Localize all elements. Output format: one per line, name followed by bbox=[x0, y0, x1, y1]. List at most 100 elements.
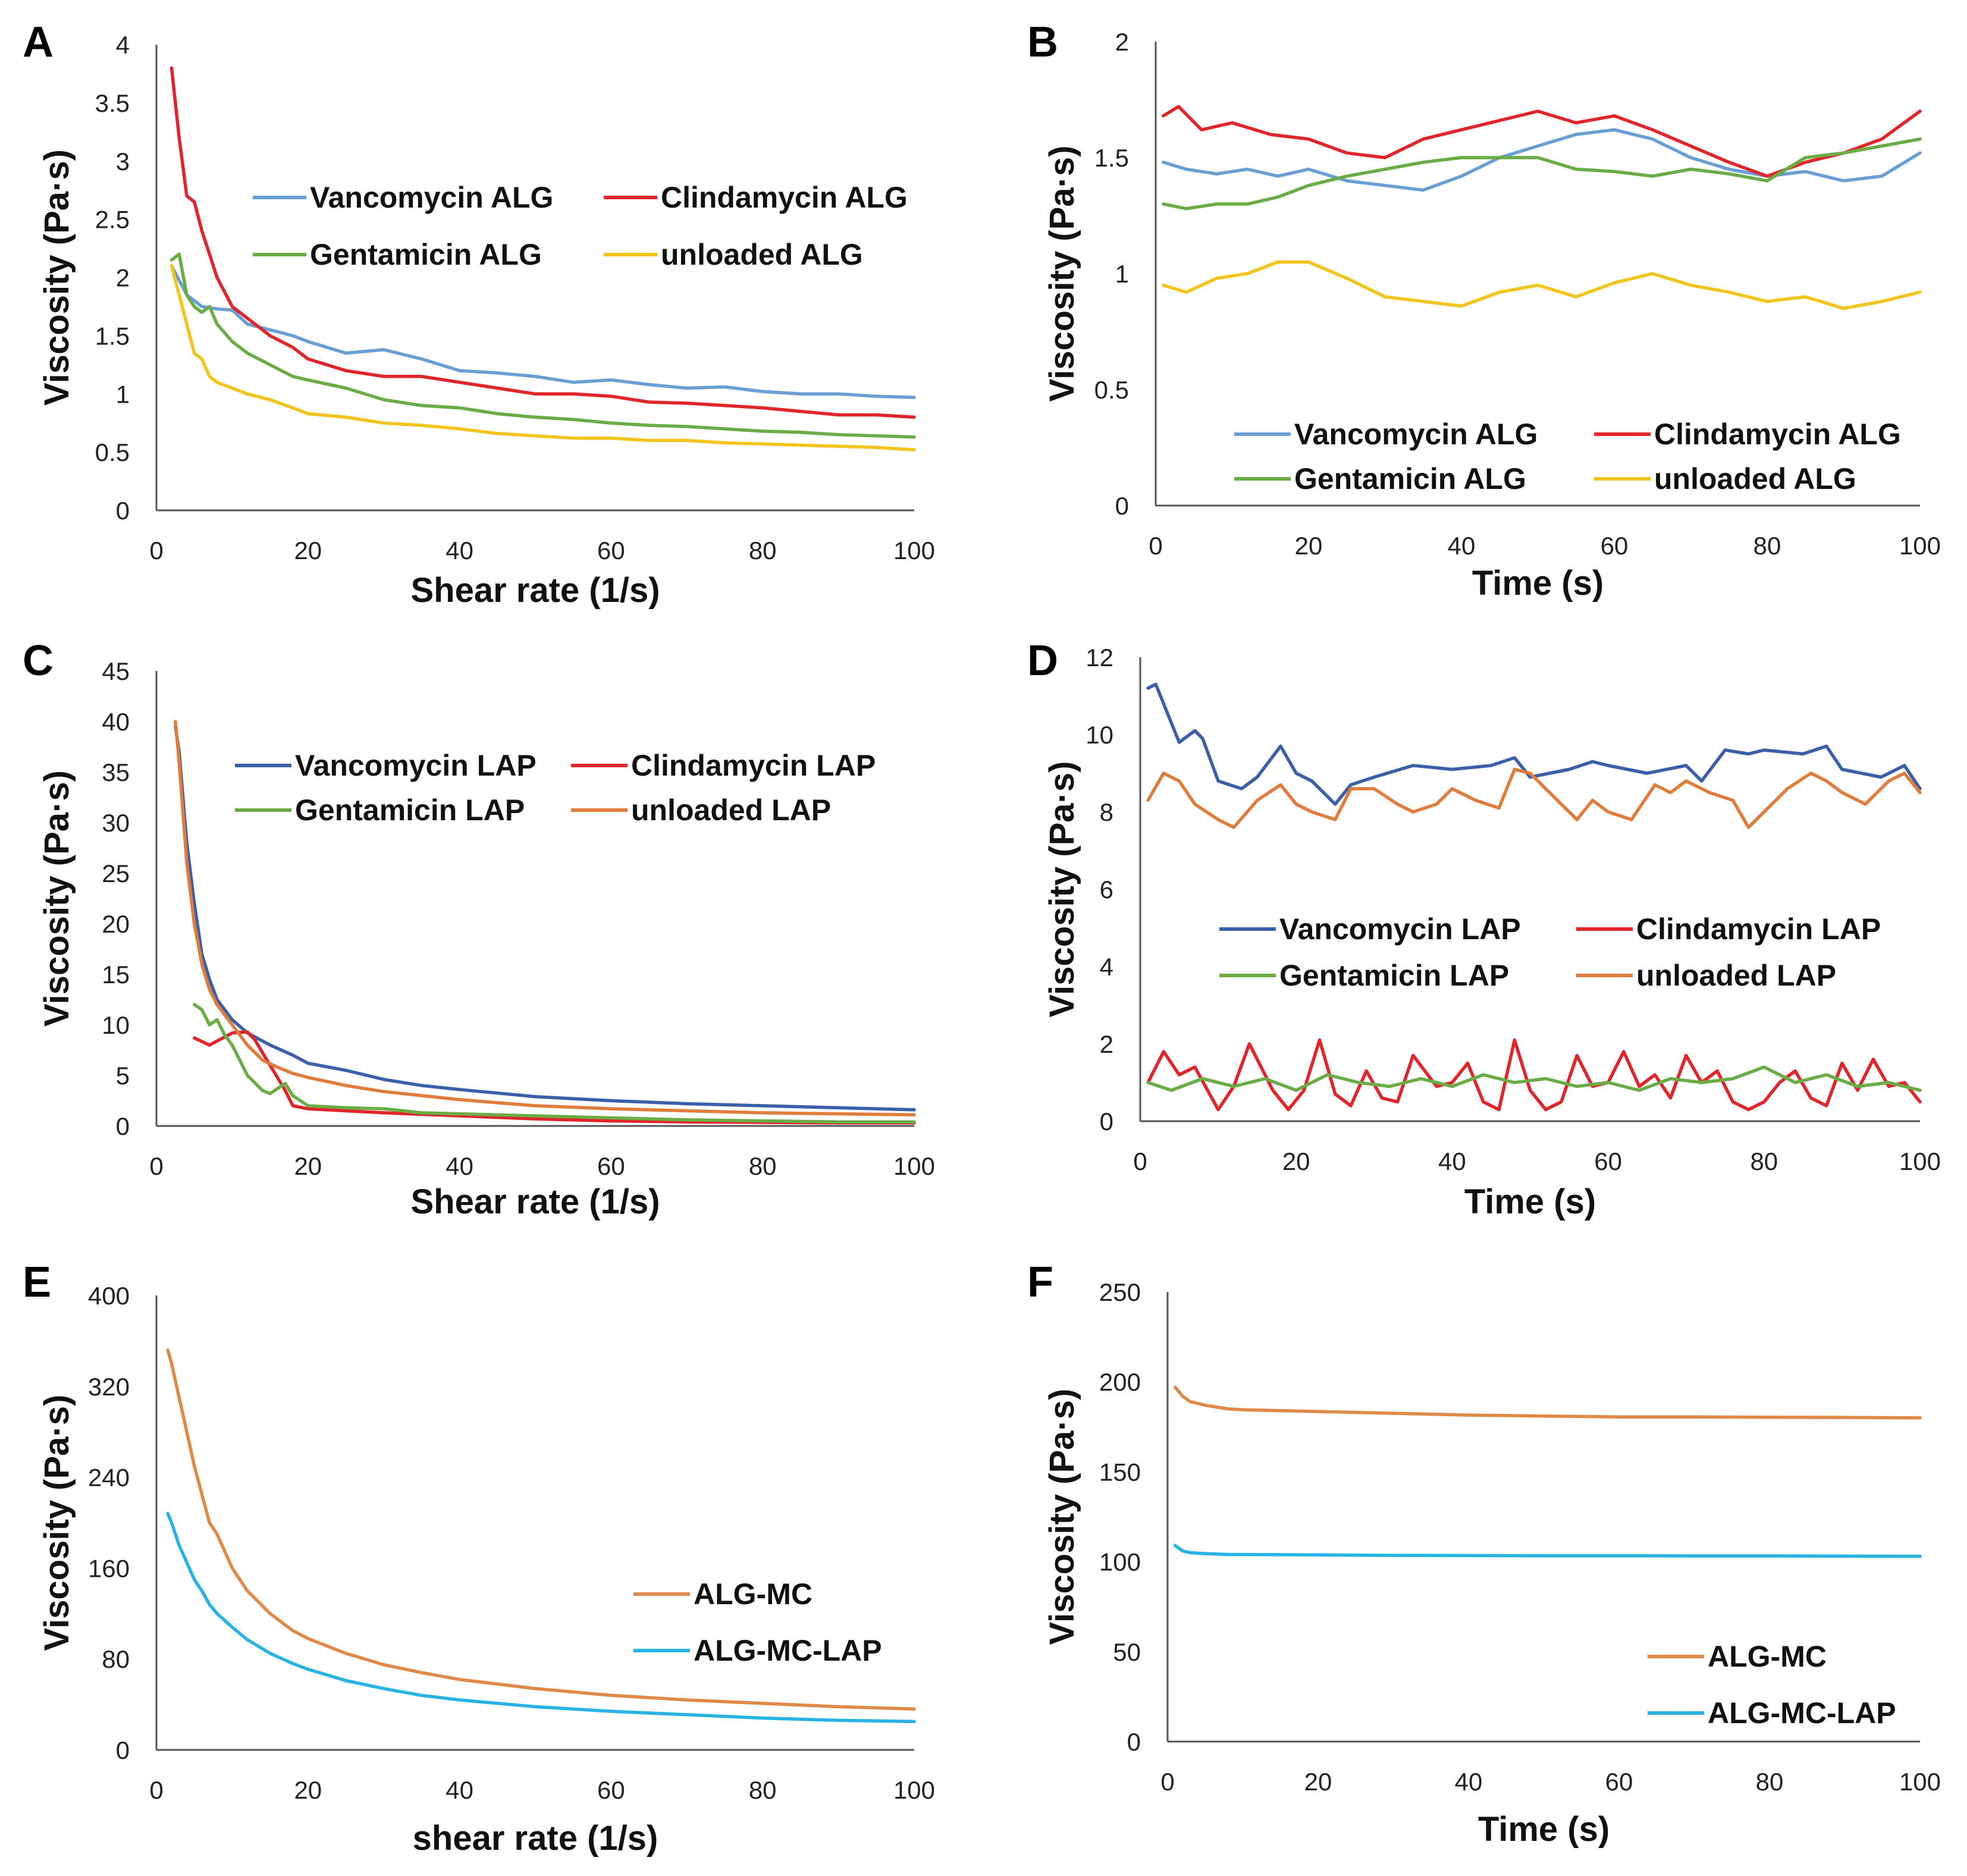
x-tick-label: 0 bbox=[1149, 532, 1162, 560]
x-tick-label: 20 bbox=[294, 1152, 322, 1180]
x-axis-label: Shear rate (1/s) bbox=[410, 571, 660, 610]
x-axis-label: Shear rate (1/s) bbox=[410, 1182, 660, 1221]
legend: Vancomycin LAP Clindamycin LAP Gentamicin … bbox=[1219, 912, 1881, 992]
x-tick-label: 0 bbox=[1133, 1147, 1147, 1175]
panel-label: A bbox=[23, 18, 54, 66]
series-line bbox=[1162, 128, 1922, 192]
series-line bbox=[174, 724, 916, 1112]
y-tick-label: 200 bbox=[1099, 1368, 1141, 1396]
x-tick-label: 80 bbox=[1756, 1768, 1784, 1796]
y-tick-label: 2.5 bbox=[95, 206, 130, 234]
legend-label: Vancomycin LAP bbox=[1279, 912, 1521, 946]
series-line bbox=[1146, 682, 1922, 806]
x-tick-label: 100 bbox=[893, 1776, 935, 1804]
panel-label: E bbox=[23, 1259, 51, 1306]
x-tick-label: 0 bbox=[149, 1152, 163, 1180]
x-axis-label: Time (s) bbox=[1478, 1810, 1610, 1849]
y-tick-label: 320 bbox=[88, 1373, 130, 1401]
y-axis-label: Viscosity (Pa·s) bbox=[37, 1395, 76, 1651]
y-tick-label: 150 bbox=[1099, 1458, 1141, 1486]
series-line bbox=[1162, 105, 1922, 178]
y-tick-label: 2 bbox=[1115, 28, 1129, 56]
x-tick-label: 60 bbox=[597, 1152, 625, 1180]
y-tick-label: 5 bbox=[116, 1062, 130, 1090]
y-axis-label: Viscosity (Pa·s) bbox=[1043, 146, 1081, 402]
x-tick-label: 20 bbox=[1282, 1147, 1310, 1175]
y-tick-label: 10 bbox=[1086, 721, 1113, 749]
x-tick-label: 20 bbox=[294, 537, 322, 564]
panel-E: E 0 20 40 60 80 100 0 80 160 240 320 400 shear rate (… bbox=[23, 1259, 935, 1858]
series-line bbox=[166, 1348, 916, 1711]
y-tick-label: 15 bbox=[102, 961, 130, 989]
y-tick-label: 45 bbox=[102, 657, 130, 685]
y-tick-label: 80 bbox=[102, 1645, 130, 1673]
y-tick-label: 20 bbox=[102, 910, 130, 938]
x-axis-label: shear rate (1/s) bbox=[413, 1819, 658, 1858]
x-tick-label: 60 bbox=[1601, 532, 1629, 560]
x-tick-label: 60 bbox=[597, 1776, 625, 1804]
x-tick-label: 80 bbox=[1753, 532, 1781, 560]
legend-label: Clindamycin ALG bbox=[1654, 418, 1901, 451]
x-tick-label: 20 bbox=[1295, 532, 1323, 560]
y-tick-label: 2 bbox=[1100, 1030, 1113, 1058]
legend-label: Vancomycin LAP bbox=[295, 749, 537, 782]
series-line bbox=[1162, 137, 1922, 211]
series-line bbox=[170, 66, 916, 419]
legend-label: Gentamicin LAP bbox=[295, 793, 525, 827]
x-tick-label: 40 bbox=[446, 537, 473, 564]
y-tick-label: 8 bbox=[1100, 798, 1113, 826]
series-line bbox=[1173, 1385, 1922, 1420]
y-tick-label: 3.5 bbox=[95, 89, 130, 117]
legend-label: unloaded ALG bbox=[1654, 462, 1856, 495]
legend-label: Gentamicin LAP bbox=[1279, 959, 1509, 992]
legend-label: Gentamicin ALG bbox=[310, 238, 542, 271]
series-line bbox=[1146, 1038, 1922, 1112]
y-tick-label: 240 bbox=[88, 1464, 130, 1492]
x-tick-label: 0 bbox=[149, 537, 163, 564]
x-tick-label: 20 bbox=[294, 1776, 322, 1804]
panel-label: D bbox=[1027, 637, 1058, 685]
y-tick-label: 0.5 bbox=[1094, 376, 1129, 404]
series-line bbox=[1173, 1544, 1922, 1558]
y-tick-label: 1.5 bbox=[1094, 144, 1129, 172]
x-tick-label: 40 bbox=[446, 1776, 473, 1804]
legend-label: Clindamycin ALG bbox=[661, 181, 908, 214]
y-axis-label: Viscosity (Pa·s) bbox=[1043, 1389, 1081, 1645]
x-tick-label: 80 bbox=[1750, 1147, 1778, 1175]
panel-C: C 0 20 40 60 80 100 0 5 10 15 20 25 30 35 40 45 Shear rat… bbox=[23, 637, 935, 1221]
y-tick-label: 1 bbox=[116, 380, 130, 408]
series-line bbox=[192, 1003, 916, 1124]
x-tick-label: 100 bbox=[1899, 1768, 1941, 1796]
y-tick-label: 0.5 bbox=[95, 438, 130, 466]
y-tick-label: 35 bbox=[102, 758, 130, 786]
legend: ALG-MC ALG-MC-LAP bbox=[633, 1577, 882, 1667]
y-tick-label: 6 bbox=[1100, 876, 1113, 904]
y-tick-label: 25 bbox=[102, 859, 130, 887]
legend: ALG-MC ALG-MC-LAP bbox=[1648, 1640, 1896, 1730]
x-axis-label: Time (s) bbox=[1472, 564, 1604, 603]
x-tick-label: 60 bbox=[597, 537, 625, 564]
panel-A: A 0 20 40 60 80 100 0 0.5 1 1.5 2 2.5 3 3.5 4 Shear rate… bbox=[23, 18, 935, 610]
legend-label: ALG-MC-LAP bbox=[1708, 1696, 1896, 1730]
legend-label: unloaded LAP bbox=[631, 793, 831, 827]
y-tick-label: 250 bbox=[1099, 1278, 1141, 1306]
x-tick-label: 40 bbox=[1455, 1768, 1483, 1796]
y-tick-label: 160 bbox=[88, 1554, 130, 1582]
y-tick-label: 1.5 bbox=[95, 322, 130, 350]
x-tick-label: 100 bbox=[1899, 532, 1941, 560]
y-tick-label: 0 bbox=[116, 497, 130, 525]
y-tick-label: 2 bbox=[116, 264, 130, 292]
y-tick-label: 10 bbox=[102, 1011, 130, 1039]
legend-label: Vancomycin ALG bbox=[310, 181, 553, 214]
series-line bbox=[166, 1511, 916, 1724]
y-tick-label: 0 bbox=[1100, 1108, 1113, 1135]
legend-label: ALG-MC-LAP bbox=[694, 1634, 882, 1667]
x-tick-label: 100 bbox=[893, 1152, 935, 1180]
x-tick-label: 20 bbox=[1304, 1768, 1332, 1796]
legend-label: unloaded LAP bbox=[1636, 959, 1836, 992]
y-tick-label: 40 bbox=[102, 708, 130, 736]
x-tick-label: 0 bbox=[149, 1776, 163, 1804]
x-tick-label: 80 bbox=[749, 1776, 777, 1804]
series-line bbox=[1162, 260, 1922, 310]
